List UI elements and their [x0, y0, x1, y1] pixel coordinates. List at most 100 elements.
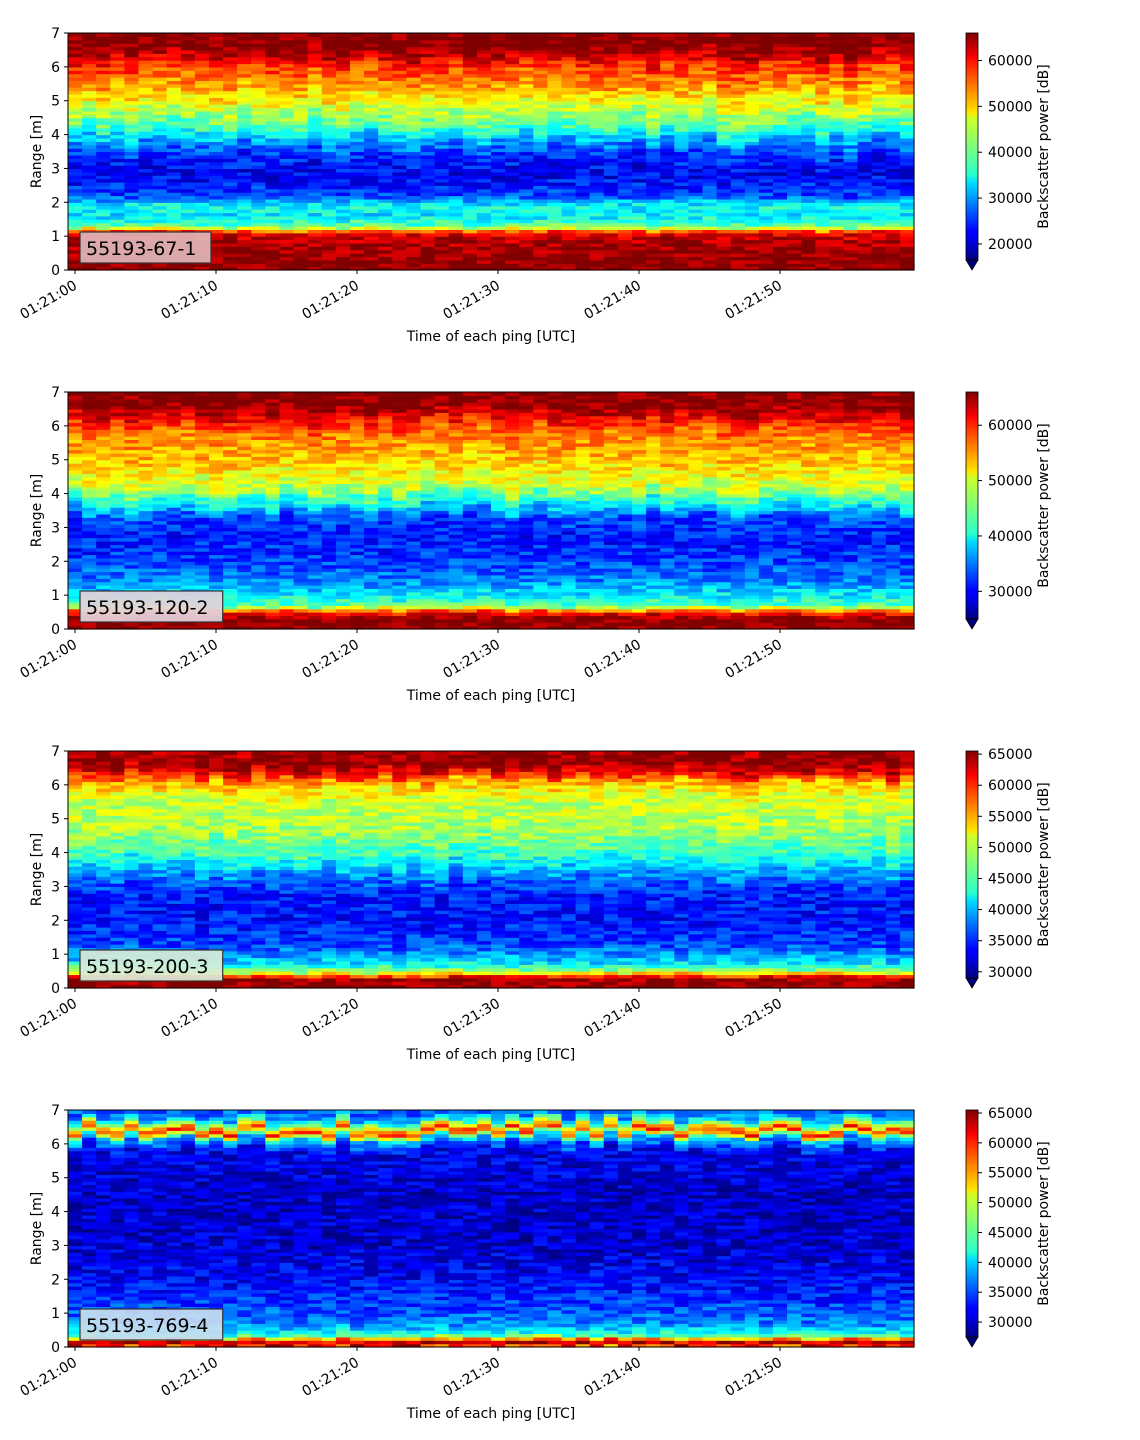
- colorbar-tick-label: 50000: [988, 99, 1033, 115]
- y-tick-label: 0: [51, 263, 60, 279]
- y-tick-label: 4: [51, 128, 60, 144]
- heatmap-cell: [322, 33, 337, 37]
- y-tick-label: 3: [51, 161, 60, 177]
- x-tick-label: 01:21:50: [723, 278, 785, 323]
- heatmap-cell: [900, 33, 915, 37]
- heatmap-cell: [237, 33, 252, 37]
- panel-1: 0 1 2 3 4 5 6 7 Range [m] 01:21:00 01:21:10 01:21:2…: [18, 26, 1052, 345]
- heatmap-cell: [181, 392, 196, 396]
- heatmap-cell: [82, 33, 97, 37]
- colorbar-gradient: [966, 33, 978, 260]
- heatmap-cell: [139, 392, 154, 396]
- x-tick-label: 01:21:30: [441, 278, 503, 323]
- heatmap-cell: [308, 33, 323, 37]
- heatmap-cell: [477, 33, 492, 37]
- heatmap-cell: [139, 33, 154, 37]
- colorbar-label: Backscatter power [dB]: [1036, 64, 1052, 229]
- heatmap-cell: [435, 33, 450, 37]
- heatmap-cell: [195, 392, 210, 396]
- colorbar-tick-label: 30000: [988, 191, 1033, 207]
- heatmap-cell: [280, 33, 295, 37]
- heatmap-cell: [378, 33, 393, 37]
- y-tick-label: 7: [51, 26, 60, 42]
- heatmap-cell: [533, 33, 548, 37]
- heatmap-cell: [731, 33, 746, 37]
- heatmap-cell: [844, 33, 859, 37]
- heatmap-cell: [421, 33, 436, 37]
- heatmap-cell: [632, 33, 647, 37]
- heatmap-cell: [350, 33, 365, 37]
- y-tick-label: 6: [51, 60, 60, 76]
- y-tick-label: 1: [51, 229, 60, 245]
- heatmap-cell: [68, 392, 83, 396]
- y-tick-label: 5: [51, 94, 60, 110]
- x-tick-label: 01:21:00: [18, 278, 80, 323]
- heatmap-cell: [688, 33, 703, 37]
- heatmap-cell: [660, 33, 675, 37]
- heatmap-cell: [68, 33, 83, 37]
- x-tick-label: 01:21:20: [300, 278, 362, 323]
- heatmap-cell: [294, 33, 309, 37]
- heatmap-cell: [153, 33, 168, 37]
- heatmap-cell: [674, 33, 689, 37]
- heatmap-cell: [265, 33, 280, 37]
- heatmap-cell: [181, 33, 196, 37]
- sensor-label: 55193-67-1: [80, 232, 211, 263]
- heatmap-cell: [336, 33, 351, 37]
- heatmap-cell: [96, 392, 111, 396]
- heatmap-cell: [576, 33, 591, 37]
- heatmap-cell: [124, 392, 139, 396]
- heatmap-cell: [703, 33, 718, 37]
- heatmap-cell: [815, 33, 830, 37]
- colorbar-extend-arrow: [966, 260, 978, 270]
- heatmap-cell: [618, 33, 633, 37]
- heatmap-cell: [717, 33, 732, 37]
- x-axis-label: Time of each ping [UTC]: [406, 329, 576, 345]
- heatmap-cell: [110, 33, 125, 37]
- heatmap-cell: [449, 33, 464, 37]
- heatmap-cell: [858, 33, 873, 37]
- colorbar-tick-label: 20000: [988, 237, 1033, 253]
- heatmap-cell: [167, 33, 182, 37]
- heatmap-cell: [745, 33, 760, 37]
- heatmap-cell: [801, 33, 816, 37]
- heatmap-cell: [223, 33, 238, 37]
- heatmap-cell: [96, 33, 111, 37]
- colorbar-tick-label: 40000: [988, 145, 1033, 161]
- heatmap-cell: [505, 33, 520, 37]
- heatmap-cell: [759, 33, 774, 37]
- heatmap-cell: [646, 33, 661, 37]
- heatmap-cell: [110, 392, 125, 396]
- sensor-label-text: 55193-67-1: [86, 238, 196, 260]
- heatmap-cell: [463, 33, 478, 37]
- heatmap-cell: [195, 33, 210, 37]
- heatmap-cell: [773, 33, 788, 37]
- heatmap-cell: [872, 33, 887, 37]
- heatmap-cell: [209, 33, 224, 37]
- heatmap-cell: [562, 33, 577, 37]
- heatmap-cell: [124, 33, 139, 37]
- y-tick-label: 2: [51, 195, 60, 211]
- x-tick-label: 01:21:40: [582, 278, 644, 323]
- heatmap-cell: [364, 33, 379, 37]
- heatmap-cell: [251, 33, 266, 37]
- heatmap-cell: [491, 33, 506, 37]
- heatmap-cell: [590, 33, 605, 37]
- heatmap-cell: [153, 392, 168, 396]
- heatmap-cell: [829, 33, 844, 37]
- heatmap-cell: [519, 33, 534, 37]
- x-tick-label: 01:21:10: [159, 278, 221, 323]
- heatmap-cell: [604, 33, 619, 37]
- heatmap-cell: [82, 392, 97, 396]
- heatmap-cell: [406, 33, 421, 37]
- heatmap-cell: [392, 33, 407, 37]
- heatmap-cell: [787, 33, 802, 37]
- heatmap-cell: [547, 33, 562, 37]
- heatmap-cell: [886, 33, 901, 37]
- colorbar-tick-label: 60000: [988, 54, 1033, 70]
- heatmap-cell: [167, 392, 182, 396]
- y-axis-label: Range [m]: [29, 115, 45, 188]
